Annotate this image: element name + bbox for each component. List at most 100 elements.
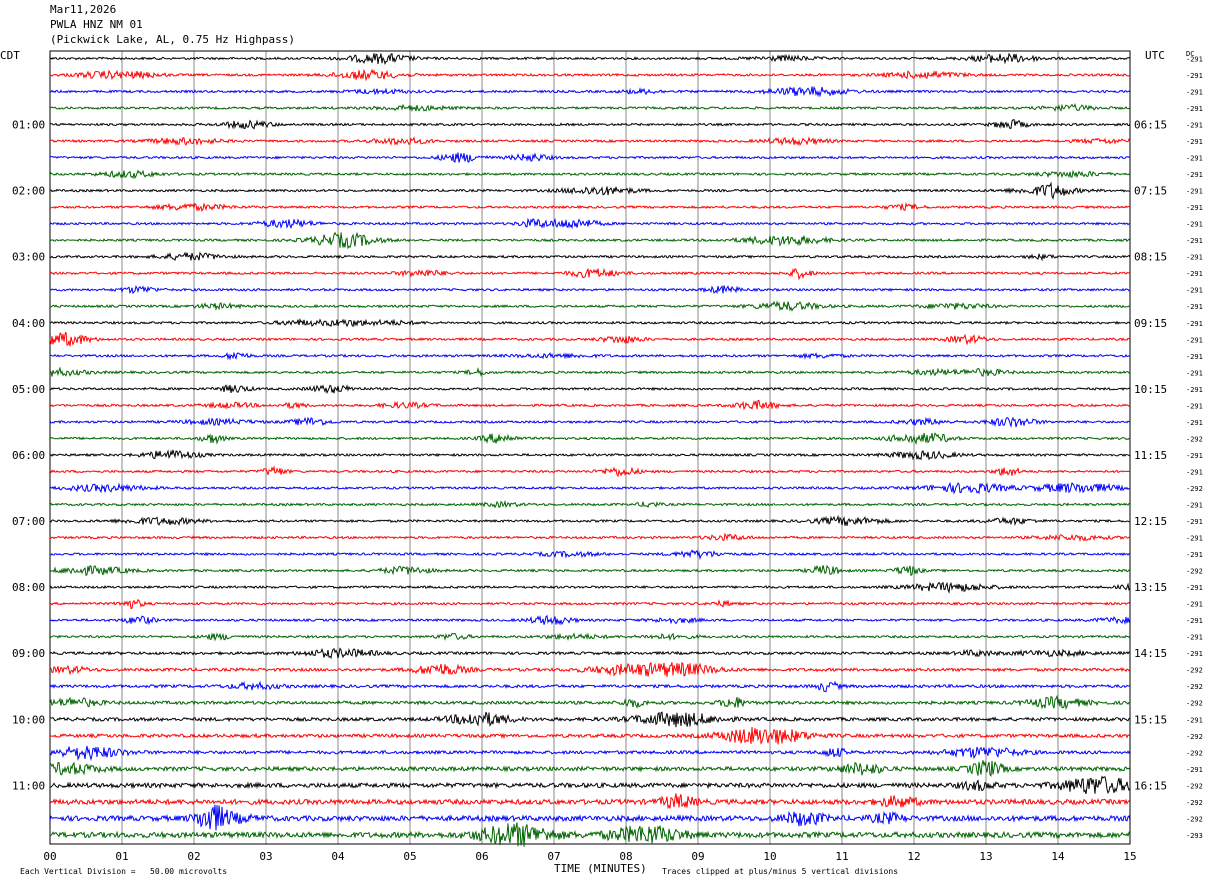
seismic-trace — [50, 300, 1131, 312]
right-hour-label: 06:15 — [1134, 119, 1167, 132]
seismic-trace — [49, 745, 1131, 762]
seismic-trace — [49, 564, 1131, 577]
seismic-trace — [49, 499, 1131, 509]
left-hour-label: 10:00 — [12, 713, 45, 726]
left-hour-label: 06:00 — [12, 449, 45, 462]
dc-offset-label: -292 — [1186, 485, 1203, 493]
x-axis-label: TIME (MINUTES) — [554, 862, 647, 875]
seismic-trace — [49, 481, 1131, 495]
right-hour-label: 07:15 — [1134, 185, 1167, 198]
x-tick-label: 11 — [835, 850, 848, 863]
dc-offset-label: -291 — [1186, 254, 1203, 262]
seismic-trace — [49, 760, 1131, 777]
dc-offset-label: -291 — [1186, 105, 1203, 113]
left-hour-label: 08:00 — [12, 581, 45, 594]
x-tick-label: 15 — [1123, 850, 1136, 863]
seismic-trace — [49, 318, 1131, 328]
clip-note: Traces clipped at plus/minus 5 vertical … — [662, 867, 899, 876]
seismic-trace — [49, 85, 1131, 98]
dc-offset-label: -291 — [1186, 617, 1203, 625]
dc-offset-label: -291 — [1186, 155, 1203, 163]
right-hour-label: 16:15 — [1134, 779, 1167, 792]
x-tick-label: 14 — [1051, 850, 1065, 863]
right-hour-label: 10:15 — [1134, 383, 1167, 396]
dc-offset-label: -291 — [1186, 55, 1203, 63]
dc-offset-label: -291 — [1186, 386, 1203, 394]
dc-offset-label: -291 — [1186, 518, 1203, 526]
plot-frame — [49, 50, 1131, 845]
dc-offset-label: -291 — [1186, 188, 1203, 196]
dc-offset-label: -292 — [1186, 799, 1203, 807]
seismic-trace — [49, 726, 1131, 745]
left-hour-label: 11:00 — [12, 779, 45, 792]
dc-offset-label: -291 — [1186, 122, 1203, 130]
seismic-trace — [49, 804, 1131, 831]
left-hour-label: 07:00 — [12, 515, 45, 528]
left-hour-label: 04:00 — [12, 317, 45, 330]
chart-location: (Pickwick Lake, AL, 0.75 Hz Highpass) — [50, 33, 296, 46]
right-hour-label: 12:15 — [1134, 515, 1167, 528]
dc-offset-label: -291 — [1186, 353, 1203, 361]
dc-offset-label: -291 — [1186, 634, 1203, 642]
dc-offset-label: -292 — [1186, 568, 1203, 576]
dc-offset-label: -292 — [1186, 733, 1203, 741]
seismic-trace — [49, 416, 1131, 428]
dc-offset-label: -291 — [1186, 270, 1203, 278]
x-tick-label: 02 — [187, 850, 200, 863]
dc-offset-label: -292 — [1186, 667, 1203, 675]
seismic-trace — [49, 217, 1130, 230]
x-tick-label: 03 — [259, 850, 272, 863]
seismic-trace — [49, 632, 1131, 642]
seismic-trace — [49, 103, 1131, 113]
right-hour-label: 11:15 — [1134, 449, 1167, 462]
seismic-trace — [49, 202, 1131, 212]
seismic-trace — [49, 366, 1131, 377]
dc-offset-label: -291 — [1186, 88, 1203, 96]
seismic-trace — [49, 231, 1131, 250]
dc-offset-label: -291 — [1186, 468, 1203, 476]
right-hour-label: 13:15 — [1134, 581, 1167, 594]
dc-offset-label: -291 — [1186, 584, 1203, 592]
right-hour-label: 15:15 — [1134, 713, 1167, 726]
left-hour-label: 05:00 — [12, 383, 45, 396]
seismic-trace — [49, 284, 1130, 295]
left-hour-label: 01:00 — [12, 119, 45, 132]
seismic-trace — [49, 514, 1130, 527]
seismic-trace — [49, 152, 1131, 163]
dc-offset-label: -291 — [1186, 237, 1203, 245]
dc-offset-label: -291 — [1186, 72, 1203, 80]
dc-offset-label: -292 — [1186, 815, 1203, 823]
x-tick-label: 06 — [475, 850, 488, 863]
x-tick-label: 12 — [907, 850, 920, 863]
seismic-trace — [49, 399, 1131, 411]
seismic-trace — [49, 680, 1131, 693]
dc-offset-label: -291 — [1186, 138, 1203, 146]
chart-station: PWLA HNZ NM 01 — [50, 18, 143, 31]
left-hour-label: 09:00 — [12, 647, 45, 660]
dc-offset-label: -292 — [1186, 749, 1203, 757]
dc-offset-label: -291 — [1186, 650, 1203, 658]
seismic-trace — [49, 136, 1131, 147]
seismic-trace — [49, 581, 1131, 594]
dc-offset-label: -291 — [1186, 402, 1203, 410]
right-timezone-label: UTC — [1145, 49, 1165, 62]
chart-date: Mar11,2026 — [50, 3, 117, 16]
seismic-trace — [49, 549, 1131, 561]
x-tick-label: 07 — [547, 850, 560, 863]
dc-offset-label: -292 — [1186, 782, 1203, 790]
seismic-trace — [49, 449, 1131, 461]
seismic-trace — [50, 251, 1131, 262]
seismic-trace — [49, 331, 1131, 347]
right-hour-label: 14:15 — [1134, 647, 1167, 660]
left-hour-label: 03:00 — [12, 251, 45, 264]
seismic-trace — [49, 384, 1131, 395]
seismic-trace — [49, 598, 1131, 610]
dc-offset-label: -291 — [1186, 336, 1203, 344]
seismic-trace — [49, 68, 1131, 82]
seismic-trace — [49, 793, 1131, 810]
seismic-trace — [49, 694, 1131, 711]
dc-offset-label: -291 — [1186, 766, 1203, 774]
seismic-trace — [49, 119, 1131, 130]
dc-offset-label: -291 — [1186, 204, 1203, 212]
right-hour-label: 08:15 — [1134, 251, 1167, 264]
